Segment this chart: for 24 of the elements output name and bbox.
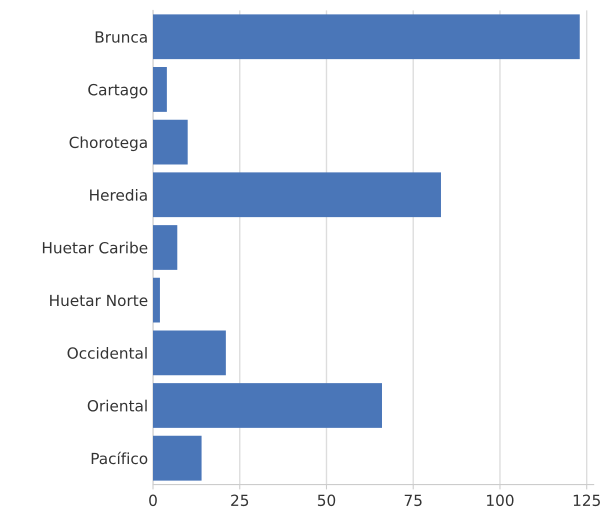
y-tick-label: Brunca: [96, 31, 147, 43]
y-tick-label: Cartago: [88, 84, 148, 98]
x-tick-label: 125: [574, 494, 600, 506]
bar: [153, 120, 188, 165]
x-tick-label: 0: [149, 494, 157, 506]
bar: [153, 383, 382, 428]
bar: [153, 14, 580, 60]
bar: [153, 67, 167, 112]
y-tick-label: Heredia: [90, 188, 147, 201]
bar: [153, 278, 160, 323]
bar: [153, 330, 226, 376]
y-tick-label: Pacífico: [92, 452, 148, 464]
x-tick-label: 100: [487, 494, 514, 506]
y-tick-label: Oriental: [88, 400, 147, 412]
x-tick-label: 75: [404, 494, 422, 506]
y-tick-label: Chorotega: [70, 136, 147, 152]
x-tick-label: 25: [231, 494, 248, 506]
y-tick-label: Huetar Norte: [50, 294, 148, 306]
y-tick-label: Occidental: [68, 347, 147, 359]
bar: [153, 172, 441, 218]
bar: [153, 225, 178, 270]
x-tick-label: 50: [318, 494, 336, 506]
y-tick-label: Huetar Caribe: [42, 242, 148, 254]
bar: [153, 436, 202, 481]
